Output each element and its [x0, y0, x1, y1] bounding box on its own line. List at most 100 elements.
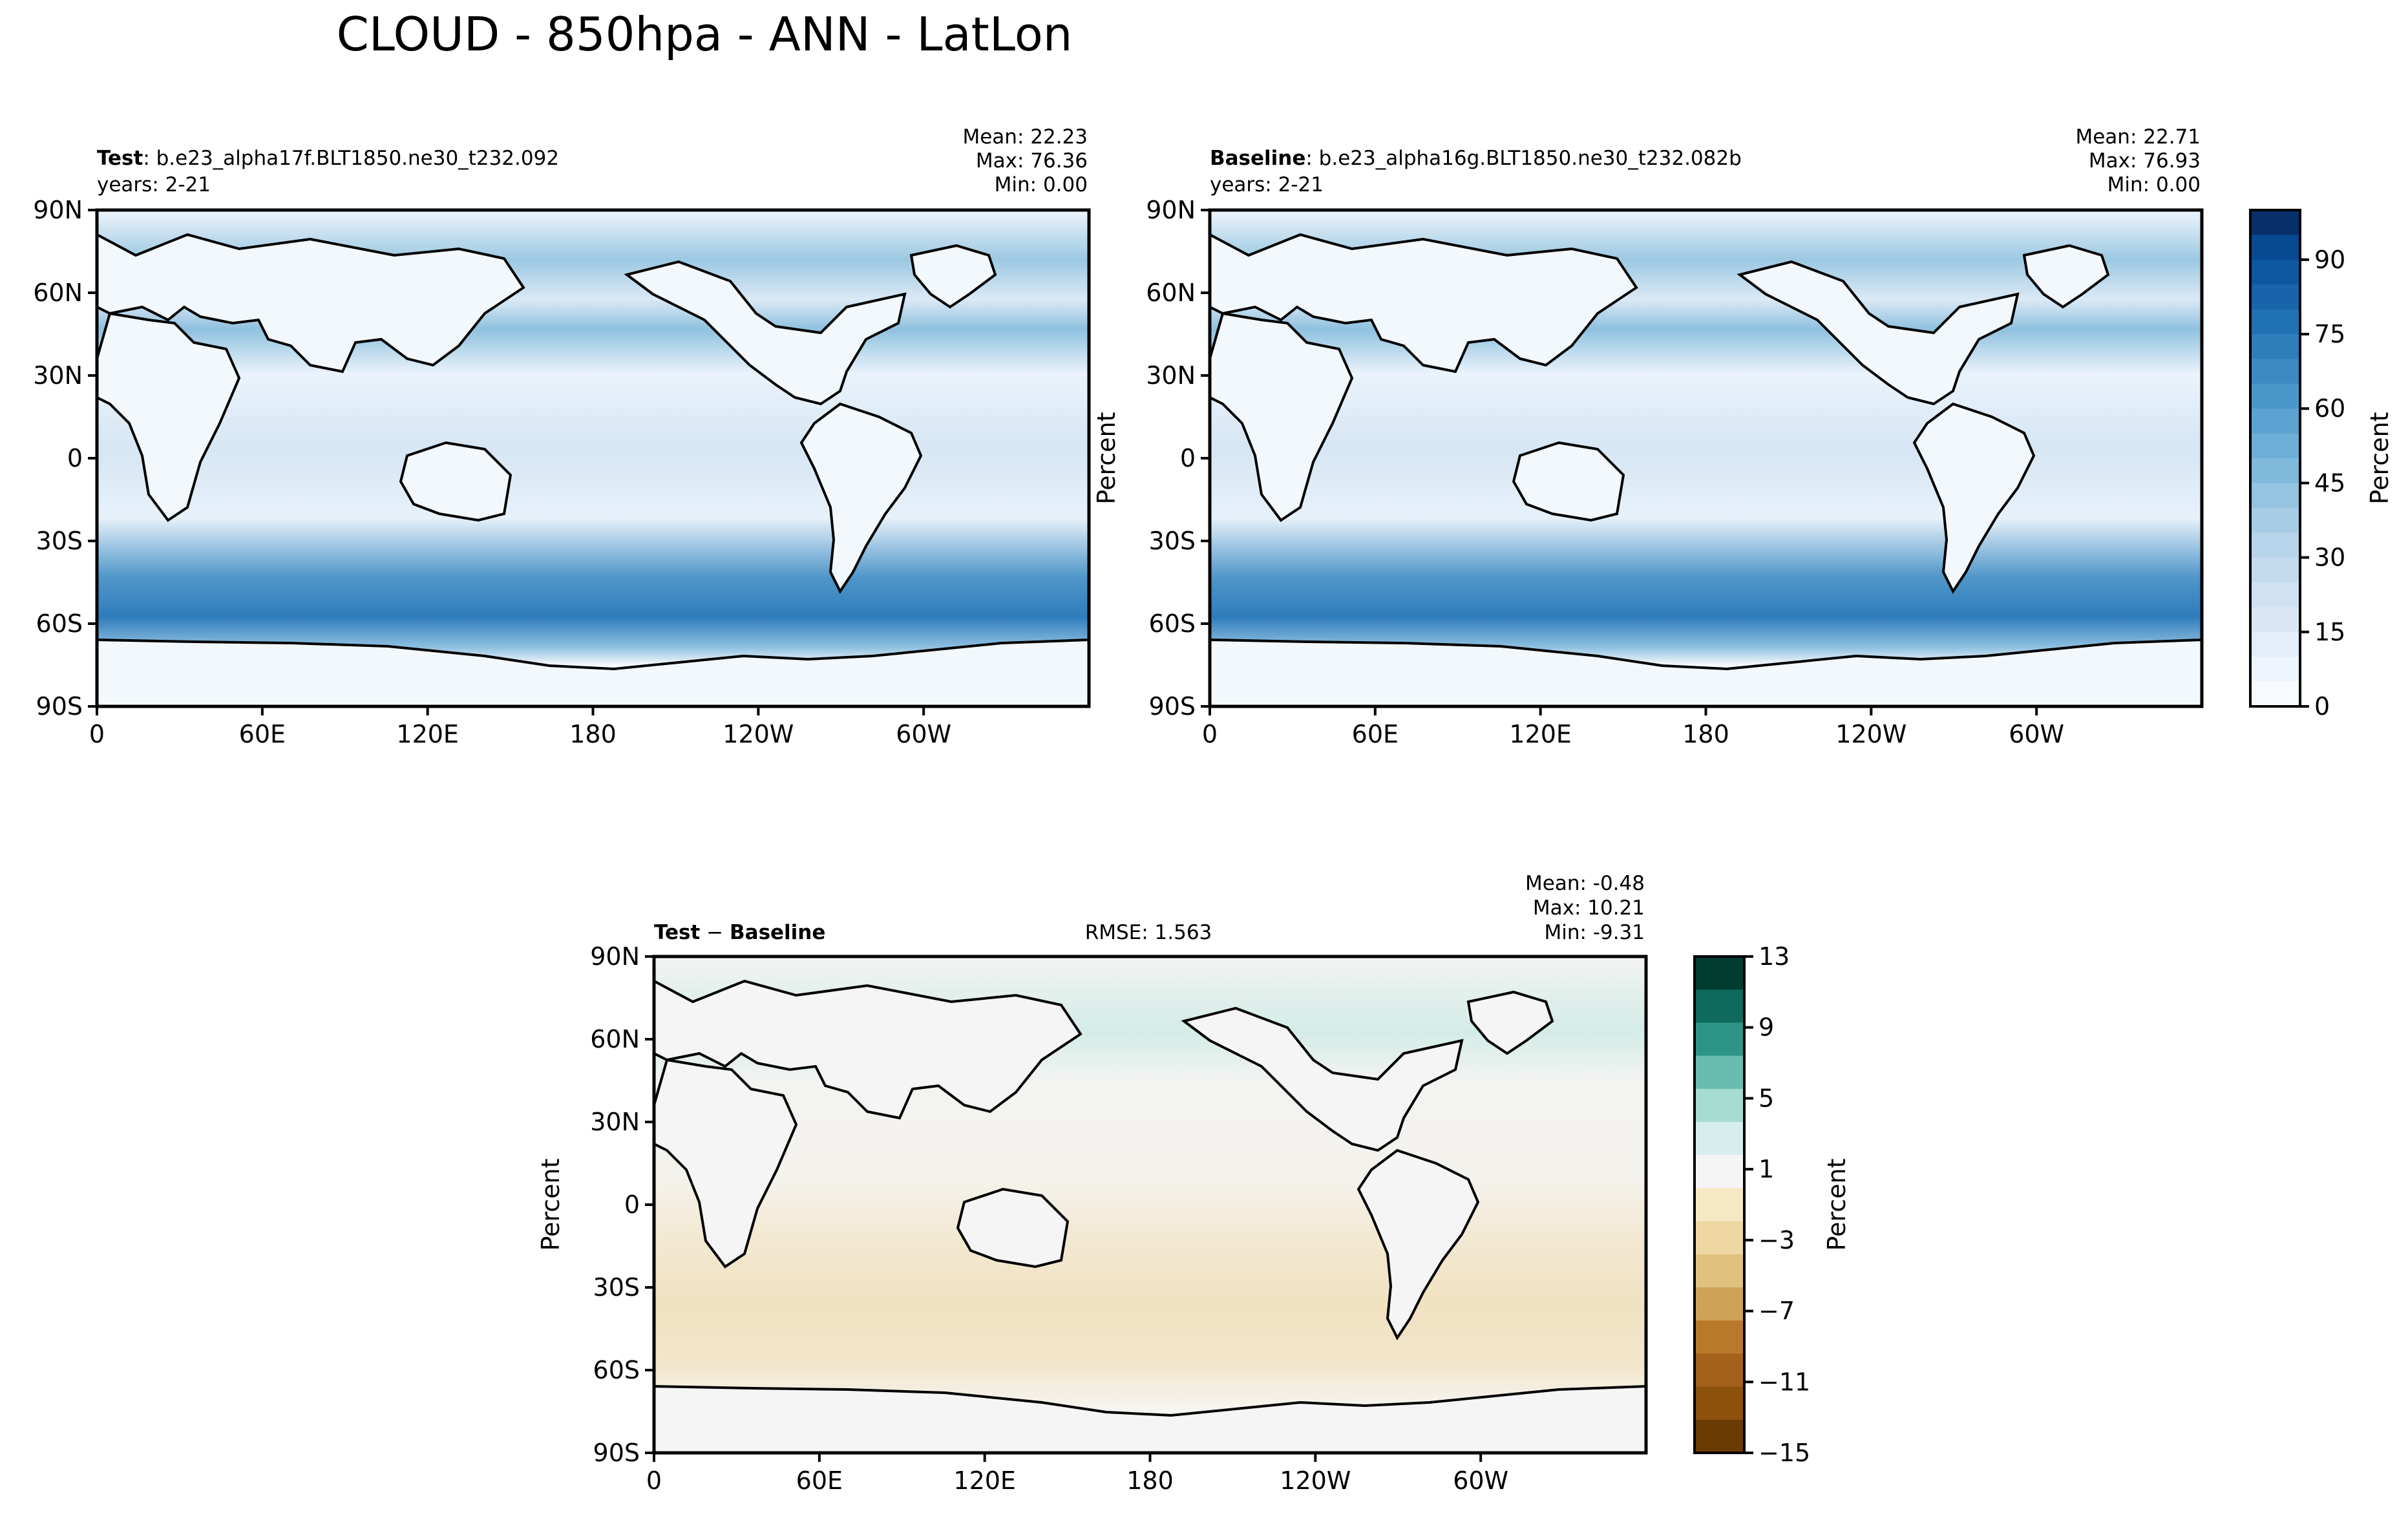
colorbar-segment — [2250, 408, 2300, 434]
panel-baseline-min: Min: 0.00 — [2107, 173, 2201, 196]
ytick-label: 0 — [67, 444, 83, 472]
colorbar-segment — [1695, 989, 1744, 1023]
xtick-label: 120E — [953, 1466, 1016, 1495]
colorbar-tick-label: −15 — [1758, 1439, 1810, 1467]
xtick-label: 120W — [723, 720, 794, 748]
ytick-label: 30S — [593, 1273, 640, 1302]
colorbar-segment — [2250, 309, 2300, 335]
colorbar-segment — [2250, 210, 2300, 235]
colorbar-tick-label: 60 — [2314, 394, 2345, 423]
ytick-label: 60N — [590, 1025, 640, 1053]
colorbar-segment — [2250, 359, 2300, 385]
ytick-label: 90N — [590, 942, 640, 971]
colorbar-segment — [2250, 582, 2300, 608]
panel-test: Test: b.e23_alpha17f.BLT1850.ne30_t232.0… — [33, 125, 1091, 748]
xtick-label: 60W — [896, 720, 951, 748]
colorbar-tick-label: 75 — [2314, 320, 2345, 348]
panel-diff-mean: Mean: -0.48 — [1525, 872, 1645, 895]
colorbar-segment — [2250, 259, 2300, 285]
panel-diff-map — [654, 957, 1646, 1453]
ytick-label: 90S — [1149, 692, 1196, 721]
colorbar-diff-label: Percent — [1822, 1159, 1851, 1251]
xtick-label: 180 — [1126, 1466, 1174, 1495]
colorbar-tick-label: −3 — [1758, 1226, 1795, 1254]
colorbar-cloud-label: Percent — [2365, 412, 2394, 505]
panel-diff-label: Test − Baseline — [654, 921, 825, 944]
colorbar-segment — [2250, 433, 2300, 459]
ytick-label: 90N — [1146, 196, 1196, 224]
colorbar-tick-label: 1 — [1758, 1155, 1774, 1183]
colorbar-tick-label: 0 — [2314, 692, 2330, 721]
colorbar-segment — [2250, 483, 2300, 509]
colorbar-tick-label: 30 — [2314, 544, 2345, 572]
colorbar-segment — [1695, 1022, 1744, 1057]
colorbar-diff: 13 9 5 1 −3 −7 −11 −15 — [1693, 942, 1810, 1467]
xtick-label: 60E — [239, 720, 286, 748]
ytick-label: 60S — [36, 609, 83, 638]
xtick-label: 120E — [396, 720, 459, 748]
colorbar-segment — [2250, 334, 2300, 359]
xtick-label: 120W — [1280, 1466, 1351, 1495]
ytick-label: 0 — [624, 1190, 640, 1219]
panel-test-map — [97, 210, 1089, 706]
xtick-label: 60W — [2009, 720, 2064, 748]
xtick-label: 180 — [569, 720, 617, 748]
colorbar-segment — [1695, 1386, 1744, 1421]
panel-baseline-max: Max: 76.93 — [2089, 149, 2201, 173]
xtick-label: 60E — [796, 1466, 843, 1495]
colorbar-segment — [2250, 458, 2300, 483]
panel-baseline-mean: Mean: 22.71 — [2075, 125, 2201, 149]
colorbar-segment — [2250, 607, 2300, 633]
colorbar-segment — [1695, 1221, 1744, 1255]
xtick-label: 60E — [1352, 720, 1399, 748]
colorbar-tick-label: 5 — [1758, 1084, 1774, 1112]
xtick-label: 60W — [1453, 1466, 1508, 1495]
ytick-label: 30N — [1146, 361, 1196, 390]
colorbar-segment — [1695, 1419, 1744, 1453]
colorbar-segment — [1695, 1254, 1744, 1288]
ytick-label: 90N — [33, 196, 83, 224]
xtick-label: 0 — [646, 1466, 662, 1495]
colorbar-segment — [1695, 1287, 1744, 1321]
panel-test-mean: Mean: 22.23 — [962, 125, 1088, 149]
panel-test-label: Test: b.e23_alpha17f.BLT1850.ne30_t232.0… — [97, 147, 559, 170]
colorbar-segment — [1695, 1320, 1744, 1354]
colorbar-segment — [1695, 1055, 1744, 1090]
colorbar-segment — [1695, 1122, 1744, 1156]
colorbar-tick-label: 13 — [1758, 942, 1790, 971]
panel-baseline-years: years: 2-21 — [1210, 173, 1324, 196]
colorbar-segment — [2250, 235, 2300, 260]
colorbar-segment — [2250, 657, 2300, 682]
colorbar-segment — [2250, 557, 2300, 583]
panel-test-years: years: 2-21 — [97, 173, 211, 196]
colorbar-cloud: 0 15 30 45 60 75 90 — [2249, 209, 2345, 721]
panel-baseline-ylabel: Percent — [1092, 412, 1121, 505]
ytick-label: 60S — [1149, 609, 1196, 638]
panel-baseline-map — [1210, 210, 2202, 706]
colorbar-segment — [2250, 507, 2300, 533]
colorbar-segment — [1695, 1353, 1744, 1388]
figure-title: CLOUD - 850hpa - ANN - LatLon — [337, 7, 1073, 61]
colorbar-segment — [2250, 631, 2300, 657]
xtick-label: 0 — [1202, 720, 1218, 748]
ytick-label: 0 — [1180, 444, 1196, 472]
colorbar-segment — [2250, 284, 2300, 310]
ytick-label: 60N — [33, 279, 83, 307]
panel-test-max: Max: 76.36 — [976, 149, 1088, 173]
colorbar-segment — [1695, 957, 1744, 990]
colorbar-frame — [1693, 955, 1746, 1454]
panel-baseline: Baseline: b.e23_alpha16g.BLT1850.ne30_t2… — [1092, 125, 2204, 748]
colorbar-segment — [1695, 1188, 1744, 1222]
colorbar-segment — [1695, 1155, 1744, 1189]
ytick-label: 60S — [593, 1356, 640, 1384]
panel-diff-max: Max: 10.21 — [1533, 896, 1645, 920]
colorbar-tick-label: 90 — [2314, 246, 2345, 274]
colorbar-segment — [2250, 681, 2300, 707]
colorbar-segment — [2250, 383, 2300, 409]
panel-diff-ylabel: Percent — [536, 1159, 565, 1251]
xtick-label: 0 — [89, 720, 105, 748]
colorbar-segment — [2250, 533, 2300, 558]
panel-diff: Test − Baseline RMSE: 1.563 Mean: -0.48 … — [536, 872, 1648, 1495]
panel-diff-min: Min: -9.31 — [1544, 921, 1645, 944]
